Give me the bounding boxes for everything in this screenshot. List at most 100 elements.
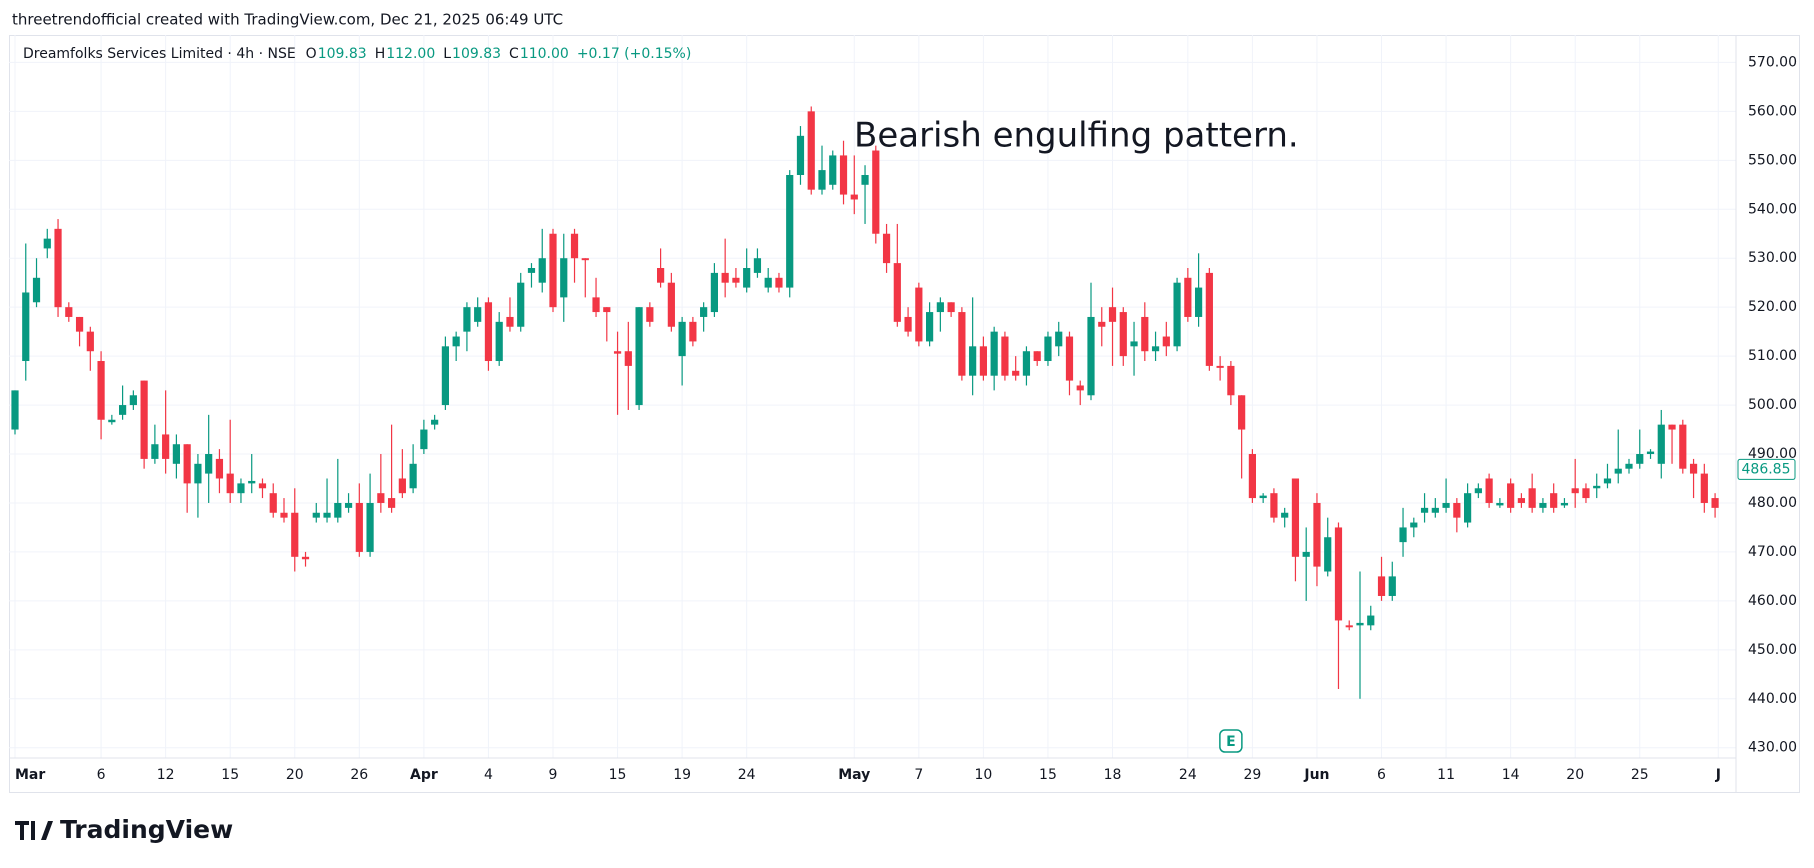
candle-body xyxy=(1507,483,1515,508)
candle-body xyxy=(172,444,180,464)
candle-body xyxy=(1410,522,1418,528)
candle-body xyxy=(958,312,966,376)
x-tick-label: 15 xyxy=(1039,767,1057,783)
candle-body xyxy=(1259,495,1267,499)
candle-body xyxy=(667,282,675,327)
last-price-box xyxy=(1737,458,1796,480)
candle-body xyxy=(979,346,987,376)
candle-body xyxy=(441,346,449,406)
candle-body xyxy=(1700,473,1708,503)
candle-body xyxy=(162,434,170,459)
candle-body xyxy=(1571,488,1579,494)
candle-body xyxy=(1248,454,1256,499)
candle-body xyxy=(1388,576,1396,596)
candle-body xyxy=(1636,454,1644,464)
candle-body xyxy=(700,307,708,317)
candle-body xyxy=(431,419,439,425)
y-tick-label: 520.00 xyxy=(1748,299,1797,315)
candle-body xyxy=(355,502,363,552)
x-tick-label: 18 xyxy=(1104,767,1122,783)
candle-body xyxy=(54,228,62,308)
candle-body xyxy=(926,312,934,342)
candle-body xyxy=(1539,502,1547,508)
x-tick-label: 4 xyxy=(484,767,493,783)
candle-body xyxy=(183,444,191,484)
y-tick-label: 450.00 xyxy=(1748,642,1797,658)
candle-body xyxy=(506,316,514,327)
candle-body xyxy=(1184,277,1192,317)
candle-body xyxy=(1227,365,1235,396)
candle-body xyxy=(1560,502,1569,506)
candle-body xyxy=(452,336,460,347)
candle-body xyxy=(603,307,611,313)
candle-body xyxy=(301,556,310,560)
candle-body xyxy=(818,170,826,190)
x-tick-label: Mar xyxy=(15,767,45,783)
candle-body xyxy=(1603,478,1612,484)
candle-body xyxy=(1356,622,1364,626)
y-tick-label: 510.00 xyxy=(1748,348,1797,364)
candle-body xyxy=(635,307,643,406)
candle-body xyxy=(388,498,396,508)
ohlc-value: 109.83 xyxy=(452,46,501,62)
candle-body xyxy=(861,174,869,185)
change: +0.17 (+0.15%) xyxy=(577,46,691,62)
ohlc-key: C xyxy=(509,46,519,62)
candle-body xyxy=(1087,316,1095,396)
candle-body xyxy=(226,473,234,494)
grid xyxy=(9,35,1736,758)
y-tick-label: 530.00 xyxy=(1748,250,1797,266)
candle-body xyxy=(1657,424,1665,464)
candle-body xyxy=(420,429,428,450)
candle-body xyxy=(1141,316,1149,352)
x-tick-label: 20 xyxy=(1566,767,1584,783)
y-tick-label: 490.00 xyxy=(1748,446,1797,462)
y-tick-label: 560.00 xyxy=(1748,103,1797,119)
x-tick-label: 6 xyxy=(1377,767,1386,783)
candle-body xyxy=(560,258,568,298)
event-label: E xyxy=(1226,734,1236,750)
candle-body xyxy=(484,302,493,362)
y-tick-label: 480.00 xyxy=(1748,495,1797,511)
candle-body xyxy=(119,405,127,415)
logo-text: TradingView xyxy=(60,815,233,844)
candle-body xyxy=(1162,336,1170,347)
candle-body xyxy=(517,282,525,327)
candle-body xyxy=(1496,502,1504,506)
x-tick-label: 10 xyxy=(974,767,992,783)
candle-body xyxy=(1151,346,1160,352)
candle-body xyxy=(1367,615,1375,626)
candle-body xyxy=(377,493,385,503)
candle-body xyxy=(1646,451,1655,455)
candle-body xyxy=(1614,468,1622,474)
y-tick-label: 550.00 xyxy=(1748,152,1797,168)
candle-body xyxy=(839,155,848,195)
candle-body xyxy=(1377,576,1386,596)
candle-body xyxy=(581,258,589,261)
x-tick-label: 15 xyxy=(221,767,239,783)
candle-body xyxy=(65,307,73,317)
candle-body xyxy=(1055,331,1063,347)
candle-body xyxy=(1001,336,1009,376)
symbol: Dreamfolks Services Limited · 4h · NSE xyxy=(23,46,296,62)
candle-body xyxy=(398,478,406,494)
logo-icon xyxy=(15,821,53,840)
x-tick-label: 24 xyxy=(738,767,756,783)
last-price-label: 486.85 xyxy=(1742,461,1791,477)
candle-body xyxy=(1582,488,1590,499)
candle-body xyxy=(108,419,116,423)
candle-body xyxy=(323,512,331,518)
candle-body xyxy=(1668,424,1676,430)
candle-body xyxy=(1205,272,1213,366)
candle-body xyxy=(1216,365,1224,368)
candle-body xyxy=(1399,527,1407,543)
candle-body xyxy=(1474,488,1482,494)
candle-body xyxy=(215,458,224,479)
candle-body xyxy=(753,258,762,273)
x-tick-label: 20 xyxy=(286,767,304,783)
candle-body xyxy=(1334,527,1343,621)
ohlc-key: H xyxy=(375,46,386,62)
candle-body xyxy=(1711,498,1719,508)
candle-body xyxy=(1108,307,1117,322)
candle-body xyxy=(893,263,901,322)
